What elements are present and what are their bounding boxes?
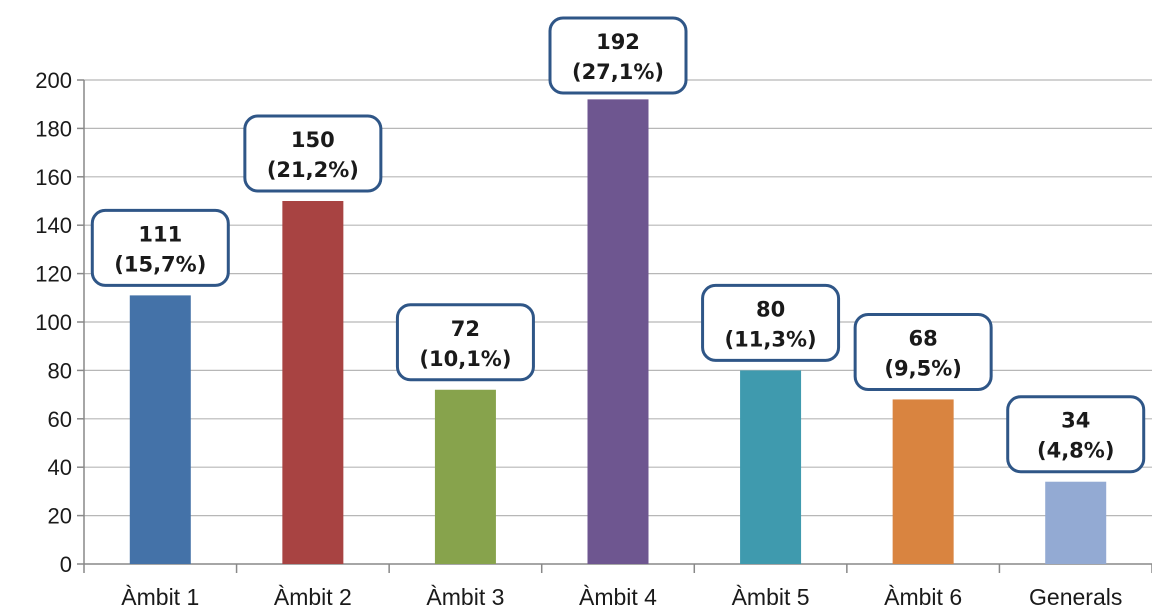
bar [892,399,954,564]
data-label-percent: (4,8%) [1037,439,1114,463]
data-label-value: 192 [596,30,640,54]
y-tick-label: 200 [35,68,72,93]
data-label-box [701,283,841,362]
data-label: 80 (11,3%) [701,283,841,362]
bar [587,99,649,565]
data-label-value: 150 [291,128,335,152]
y-tick-label: 120 [35,262,72,287]
y-tick-label: 40 [48,455,72,480]
y-tick-label: 0 [60,552,72,577]
y-tick-label: 160 [35,165,72,190]
data-label-percent: (11,3%) [725,327,817,351]
bar [740,370,802,564]
x-tick-label: Àmbit 4 [579,584,657,610]
y-tick-label: 180 [35,116,72,141]
data-label-percent: (10,1%) [419,347,511,371]
x-tick-label: Àmbit 5 [732,584,810,610]
y-tick-label: 60 [48,407,72,432]
y-tick-label: 100 [35,310,72,335]
bar [282,201,344,564]
data-label-value: 80 [756,297,785,321]
data-label: 72 (10,1%) [395,303,535,382]
data-label-value: 72 [451,317,480,341]
bar [1045,481,1107,564]
data-label-value: 111 [138,222,182,246]
data-label-value: 68 [909,326,938,350]
y-tick-label: 80 [48,358,72,383]
data-labels: 111 (15,7%) 150 (21,2%) 72 (10,1%) 192 (27,1%) 8… [90,16,1146,474]
data-label: 192 (27,1%) [548,16,688,95]
data-label: 34 (4,8%) [1006,395,1146,474]
data-label-box [243,114,383,193]
bar [434,389,496,564]
x-tick-label: Àmbit 6 [884,584,962,610]
data-label-box [853,312,993,391]
data-label-percent: (15,7%) [114,252,206,276]
data-label-percent: (27,1%) [572,60,664,84]
data-label-value: 34 [1061,409,1090,433]
axes: 0 20 40 60 80 100 120 140 160 180 200 Àmbit 1 Àmbit … [35,68,1152,610]
data-label-percent: (9,5%) [884,356,961,380]
y-tick-label: 140 [35,213,72,238]
data-label-box [548,16,688,95]
data-label-box [90,208,230,287]
x-tick-label: Àmbit 3 [426,584,504,610]
data-label: 111 (15,7%) [90,208,230,287]
y-tick-label: 20 [48,504,72,529]
x-tick-label: Àmbit 2 [274,584,352,610]
data-label: 68 (9,5%) [853,312,993,391]
x-tick-label: Àmbit 1 [121,584,199,610]
bars [129,99,1107,565]
bar [129,295,191,564]
data-label: 150 (21,2%) [243,114,383,193]
x-tick-label: Generals [1029,584,1122,610]
data-label-box [395,303,535,382]
data-label-box [1006,395,1146,474]
data-label-percent: (21,2%) [267,158,359,182]
